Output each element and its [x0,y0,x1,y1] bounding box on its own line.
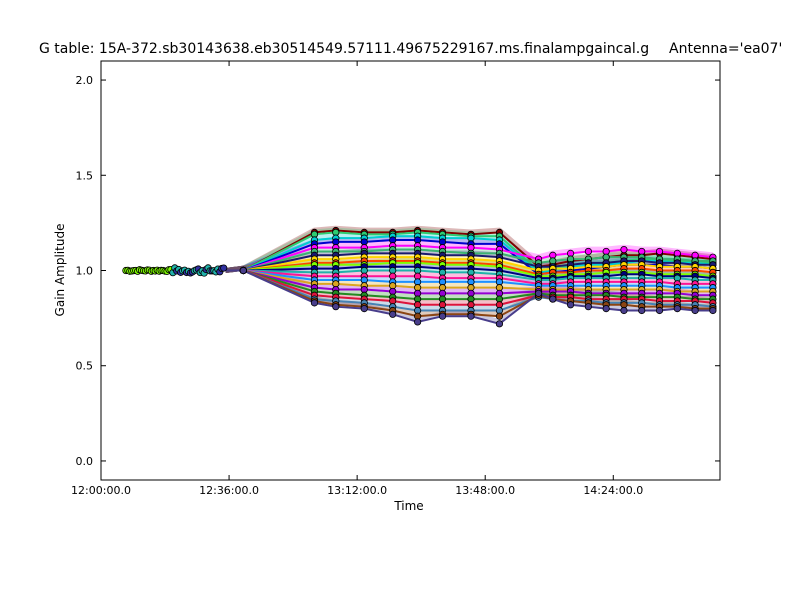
early-point [220,264,228,272]
x-tick-label: 12:36:00.0 [199,484,259,497]
data-point [602,304,610,313]
data-point [360,304,368,313]
data-point [584,303,592,311]
data-point [549,295,557,303]
data-point [709,306,717,315]
data-point [534,289,543,297]
data-point [239,266,247,275]
chart-title: G table: 15A-372.sb30143638.eb30514549.5… [39,41,649,57]
y-tick-label: 0.5 [76,360,94,373]
data-point [673,304,681,313]
data-point [655,247,664,256]
y-axis-label: Gain Amplitude [53,224,67,317]
y-tick-label: 1.5 [76,169,94,182]
data-point [495,320,504,328]
data-point [638,306,646,315]
x-tick-label: 13:48:00.0 [455,484,515,497]
y-tick-label: 1.0 [76,265,94,278]
data-point [691,306,699,315]
data-point [495,312,504,320]
x-tick-label: 13:12:00.0 [327,484,387,497]
data-point [332,303,340,311]
antenna-label: Antenna='ea07' [669,41,782,57]
data-point [310,299,319,307]
x-axis-label: Time [393,499,423,513]
data-point [414,318,422,326]
data-point [584,247,592,256]
data-point [620,245,628,254]
data-point [389,310,397,318]
y-tick-label: 0.0 [76,455,94,468]
data-point [566,301,575,309]
data-point [467,312,475,320]
data-point [655,306,664,315]
y-tick-label: 2.0 [76,74,94,87]
x-tick-label: 12:00:00.0 [71,484,131,497]
data-point [620,306,628,315]
x-tick-label: 14:24:00.0 [583,484,643,497]
data-point [438,312,447,320]
